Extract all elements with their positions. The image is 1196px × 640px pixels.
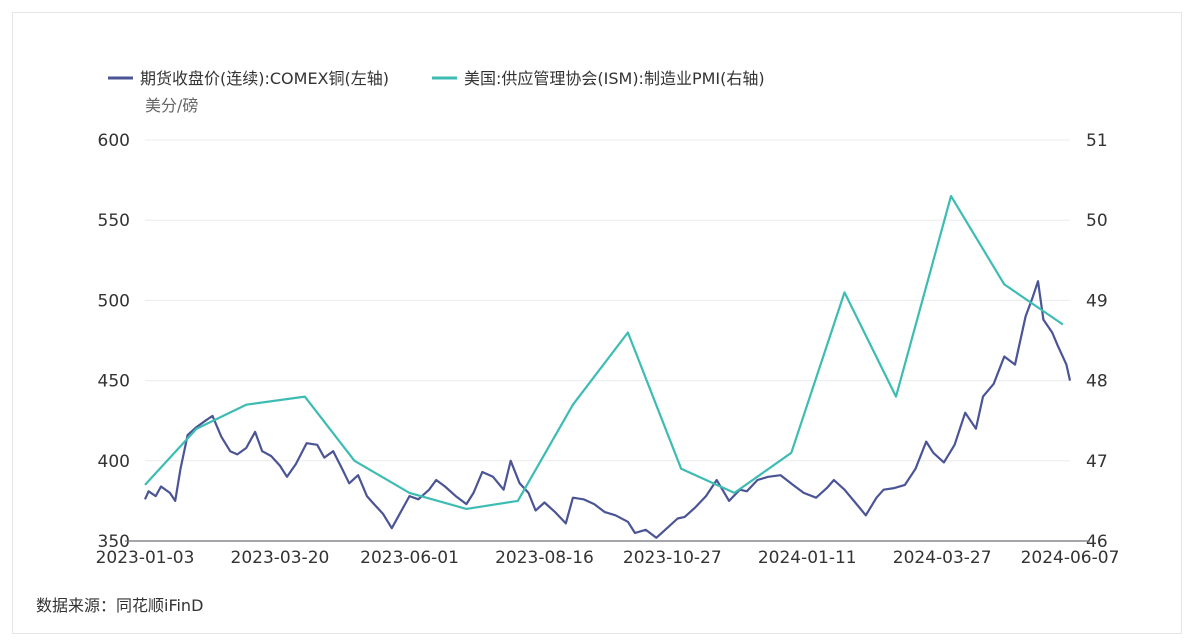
y-right-tick-label: 47 [1086,452,1108,472]
grid-lines [145,139,1070,462]
y-left-tick-label: 500 [98,291,130,311]
y-left-tick-label: 600 [98,131,130,151]
x-tick-label: 2023-01-03 [96,548,195,568]
y-left-tick-label: 400 [98,452,130,472]
right-axis-ticks: 46 47 48 49 50 51 [1086,131,1108,552]
series-line-pmi [144,195,1064,510]
y-left-tick-label: 450 [98,372,130,392]
legend-label-pmi: 美国:供应管理协会(ISM):制造业PMI(右轴) [464,69,765,88]
y-right-tick-label: 50 [1086,211,1108,231]
x-tick-label: 2024-06-07 [1021,548,1120,568]
left-axis-ticks: 350 400 450 500 550 600 [98,131,130,552]
source-note: 数据来源：同花顺iFinD [36,596,204,615]
x-axis-ticks: 2023-01-03 2023-03-20 2023-06-01 2023-08-16… [96,548,1120,568]
legend-label-copper: 期货收盘价(连续):COMEX铜(左轴) [140,69,389,88]
x-tick-label: 2024-03-27 [893,548,992,568]
y-right-tick-label: 48 [1086,372,1108,392]
series-line-copper [143,280,1072,539]
y-left-tick-label: 550 [98,211,130,231]
x-tick-label: 2023-08-16 [495,548,594,568]
x-tick-label: 2023-03-20 [231,548,330,568]
y-left-tick-label: 350 [98,532,130,552]
x-tick-label: 2024-01-11 [758,548,857,568]
y-right-tick-label: 49 [1086,291,1108,311]
y-right-tick-label: 46 [1086,532,1108,552]
legend: 期货收盘价(连续):COMEX铜(左轴) 美国:供应管理协会(ISM):制造业P… [108,69,765,88]
x-tick-label: 2023-06-01 [360,548,459,568]
y-right-tick-label: 51 [1086,131,1108,151]
series-group [143,195,1072,539]
left-axis-unit: 美分/磅 [145,96,198,115]
chart-frame [12,12,1182,634]
x-tick-label: 2023-10-27 [623,548,722,568]
